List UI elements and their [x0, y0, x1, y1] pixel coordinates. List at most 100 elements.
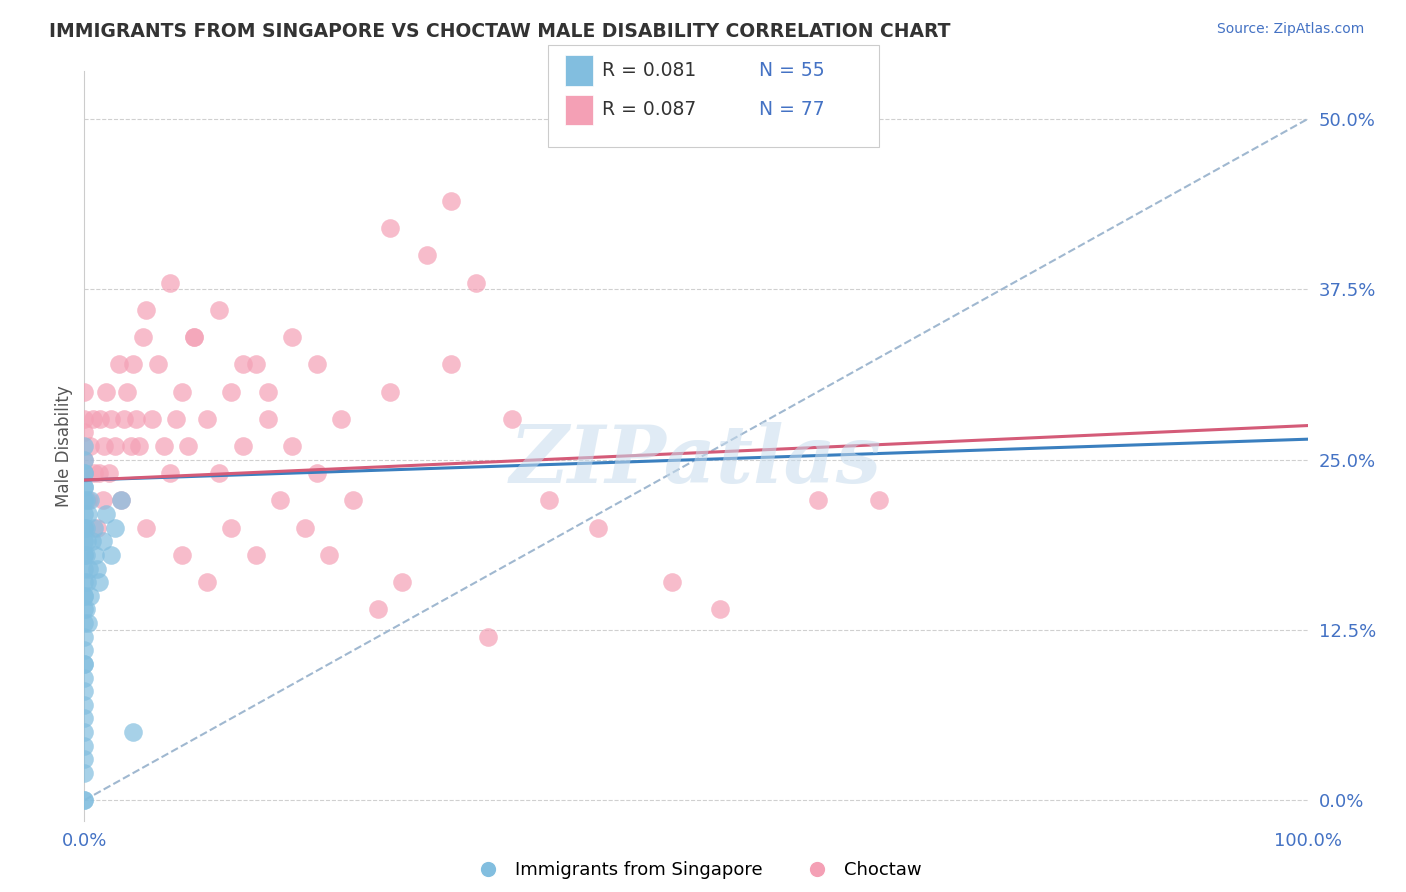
- Point: [269, 493, 291, 508]
- Point: [586, 521, 609, 535]
- Point: [73, 452, 96, 467]
- Point: [159, 467, 181, 481]
- Point: [100, 411, 122, 425]
- Point: [807, 493, 830, 508]
- Point: [195, 411, 218, 425]
- Text: N = 55: N = 55: [759, 61, 825, 79]
- Point: [73, 711, 96, 725]
- Point: [73, 493, 96, 508]
- Point: [165, 411, 187, 425]
- Point: [75, 521, 97, 535]
- Point: [73, 452, 96, 467]
- Point: [73, 521, 96, 535]
- Point: [104, 439, 127, 453]
- Point: [380, 221, 402, 235]
- Point: [75, 548, 97, 562]
- Point: [73, 561, 96, 575]
- Point: [342, 493, 364, 508]
- Point: [132, 330, 155, 344]
- Point: [80, 534, 103, 549]
- Point: [73, 589, 96, 603]
- Point: [538, 493, 561, 508]
- Point: [73, 793, 96, 807]
- Point: [281, 330, 304, 344]
- Point: [110, 493, 132, 508]
- Point: [77, 616, 100, 631]
- Legend: Immigrants from Singapore, Choctaw: Immigrants from Singapore, Choctaw: [463, 855, 929, 887]
- Point: [73, 793, 96, 807]
- Point: [122, 357, 145, 371]
- Point: [73, 657, 96, 671]
- Text: Source: ZipAtlas.com: Source: ZipAtlas.com: [1216, 22, 1364, 37]
- Point: [75, 602, 97, 616]
- Point: [195, 575, 218, 590]
- Point: [86, 561, 108, 575]
- Point: [141, 411, 163, 425]
- Text: R = 0.087: R = 0.087: [602, 100, 696, 119]
- Point: [245, 548, 267, 562]
- Point: [440, 194, 463, 208]
- Point: [73, 739, 96, 753]
- Point: [104, 521, 127, 535]
- Point: [661, 575, 683, 590]
- Point: [208, 467, 231, 481]
- Point: [477, 630, 499, 644]
- Point: [73, 671, 96, 685]
- Point: [219, 521, 242, 535]
- Point: [73, 425, 96, 440]
- Point: [73, 630, 96, 644]
- Point: [96, 507, 118, 521]
- Point: [87, 575, 110, 590]
- Point: [73, 657, 96, 671]
- Point: [367, 602, 389, 616]
- Text: ZIPatlas: ZIPatlas: [510, 422, 882, 500]
- Point: [464, 276, 486, 290]
- Point: [73, 467, 96, 481]
- Point: [146, 357, 169, 371]
- Point: [91, 534, 114, 549]
- Point: [73, 589, 96, 603]
- Point: [73, 534, 96, 549]
- Point: [73, 684, 96, 698]
- Point: [245, 357, 267, 371]
- Point: [232, 357, 254, 371]
- Point: [73, 467, 96, 481]
- Point: [440, 357, 463, 371]
- Point: [120, 439, 142, 453]
- Point: [87, 467, 110, 481]
- Point: [79, 493, 101, 508]
- Point: [172, 384, 194, 399]
- Point: [77, 507, 100, 521]
- Point: [177, 439, 200, 453]
- Text: R = 0.081: R = 0.081: [602, 61, 696, 79]
- Point: [135, 521, 157, 535]
- Point: [232, 439, 254, 453]
- Text: IMMIGRANTS FROM SINGAPORE VS CHOCTAW MALE DISABILITY CORRELATION CHART: IMMIGRANTS FROM SINGAPORE VS CHOCTAW MAL…: [49, 22, 950, 41]
- Text: N = 77: N = 77: [759, 100, 825, 119]
- Point: [73, 548, 96, 562]
- Point: [73, 752, 96, 766]
- Point: [89, 411, 111, 425]
- Point: [73, 575, 96, 590]
- Point: [76, 575, 98, 590]
- Point: [73, 766, 96, 780]
- Point: [416, 248, 439, 262]
- Point: [869, 493, 891, 508]
- Point: [73, 616, 96, 631]
- Point: [91, 493, 114, 508]
- Point: [73, 602, 96, 616]
- Point: [330, 411, 353, 425]
- Point: [73, 643, 96, 657]
- Point: [73, 480, 96, 494]
- Point: [76, 534, 98, 549]
- Point: [172, 548, 194, 562]
- Point: [135, 302, 157, 317]
- Point: [128, 439, 150, 453]
- Point: [73, 480, 96, 494]
- Point: [73, 439, 96, 453]
- Point: [219, 384, 242, 399]
- Point: [77, 561, 100, 575]
- Point: [318, 548, 340, 562]
- Point: [709, 602, 731, 616]
- Point: [159, 276, 181, 290]
